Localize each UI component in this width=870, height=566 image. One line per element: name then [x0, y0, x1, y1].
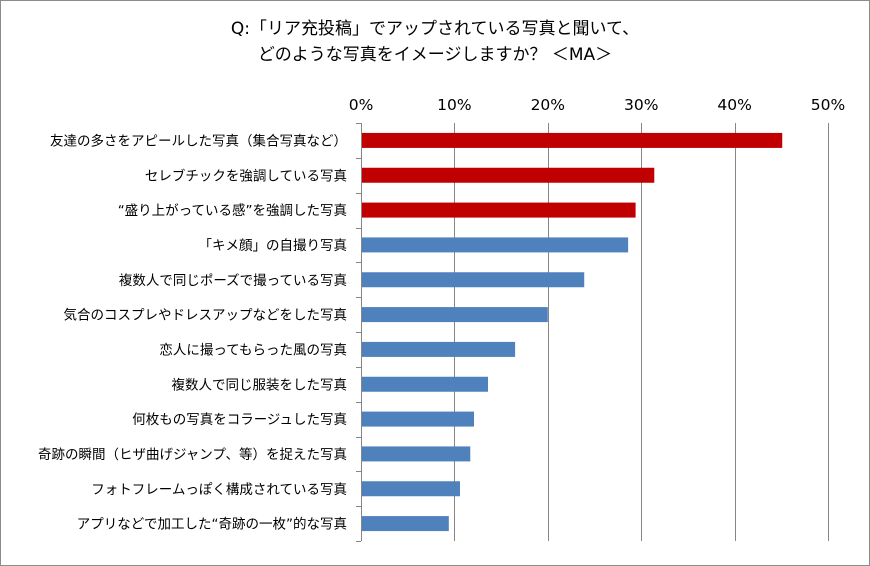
bar	[362, 237, 629, 253]
category-label: 何枚もの写真をコラージュした写真	[132, 412, 347, 428]
category-labels: 友達の多さをアピールした写真（集合写真など） セレブチックを強調している写真 “盛り…	[38, 132, 347, 532]
x-tick-label: 0%	[349, 96, 374, 114]
grid-layer	[356, 123, 829, 542]
chart-title-line-2: どのような写真をイメージしますか？ ＜MA＞	[257, 45, 613, 65]
x-tick-label: 20%	[531, 96, 565, 114]
category-label: アプリなどで加工した“奇跡の一枚”的な写真	[77, 516, 347, 533]
category-label: 複数人で同じ服装をした写真	[172, 376, 348, 393]
bar	[362, 446, 471, 462]
category-label: 恋人に撮ってもらった風の写真	[159, 341, 347, 358]
bar	[362, 411, 475, 427]
category-label: 友達の多さをアピールした写真（集合写真など）	[50, 132, 347, 149]
category-label: 気合のコスプレやドレスアップなどをした写真	[64, 308, 348, 324]
chart-title-line-1: Q:「リア充投稿」でアップされている写真と聞いて、	[230, 19, 640, 39]
bar	[362, 481, 461, 497]
category-label: セレブチックを強調している写真	[145, 167, 347, 184]
x-tick-label: 40%	[717, 96, 751, 114]
bar	[362, 341, 516, 357]
bar	[362, 132, 783, 148]
bar	[362, 516, 449, 532]
bars	[362, 132, 783, 532]
category-label: 奇跡の瞬間（ヒザ曲げジャンプ、等）を捉えた写真	[38, 446, 347, 463]
bar	[362, 202, 636, 218]
bar	[362, 272, 585, 288]
chart-title: Q:「リア充投稿」でアップされている写真と聞いて、 どのような写真をイメージしま…	[0, 16, 870, 68]
x-tick-label: 50%	[811, 96, 845, 114]
category-label: 複数人で同じポーズで撮っている写真	[119, 272, 347, 289]
category-label: “盛り上がっている感”を強調した写真	[118, 202, 347, 219]
category-label: 「キメ顔」の自撮り写真	[199, 237, 348, 254]
x-tick-labels: 0% 10% 20% 30% 40% 50%	[349, 96, 846, 114]
category-label: フォトフレームっぽく構成されている写真	[91, 482, 347, 498]
bar	[362, 307, 548, 323]
x-tick-label: 30%	[624, 96, 658, 114]
x-tick-label: 10%	[437, 96, 471, 114]
bar	[362, 376, 489, 392]
bar	[362, 167, 655, 183]
